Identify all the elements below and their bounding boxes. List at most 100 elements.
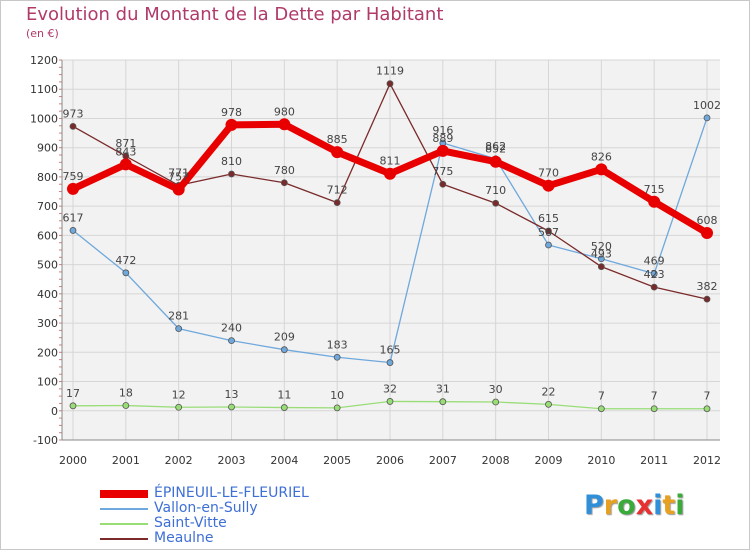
y-tick-label: 700 <box>37 200 58 213</box>
proxiti-logo[interactable]: Proxiti <box>584 490 685 521</box>
data-point <box>228 337 235 345</box>
data-point <box>703 405 711 413</box>
data-label: 916 <box>432 124 453 137</box>
data-label: 11 <box>277 389 291 402</box>
logo-letter: o <box>617 490 636 521</box>
data-label: 18 <box>119 387 133 400</box>
y-tick-label: 100 <box>37 376 58 389</box>
x-tick-label: 2010 <box>587 454 615 467</box>
data-label: 12 <box>172 388 186 401</box>
data-point <box>278 118 291 131</box>
data-point <box>595 163 608 176</box>
data-point <box>69 122 77 130</box>
data-label: 757 <box>168 170 189 183</box>
data-label: 973 <box>63 107 84 120</box>
legend-item-saint-vitte[interactable]: Saint-Vitte <box>100 515 360 532</box>
data-label: 7 <box>651 390 658 403</box>
y-tick-label: -100 <box>33 434 58 447</box>
data-label: 32 <box>383 382 397 395</box>
data-label: 493 <box>591 248 612 261</box>
legend-label-epineuil: ÉPINEUIL-LE-FLEURIEL <box>154 485 309 501</box>
legend: ÉPINEUIL-LE-FLEURIEL Vallon-en-Sully Sai… <box>100 485 360 547</box>
x-tick-label: 2006 <box>376 454 404 467</box>
data-label: 843 <box>115 145 136 158</box>
data-point <box>545 400 552 408</box>
data-point <box>703 295 711 303</box>
data-label: 165 <box>380 344 401 357</box>
y-tick-label: 500 <box>37 259 58 272</box>
data-label: 780 <box>274 164 295 177</box>
data-point <box>650 283 658 291</box>
logo-letter: i <box>675 490 685 521</box>
data-point <box>333 199 341 207</box>
data-label: 771 <box>168 166 189 179</box>
data-point <box>492 199 500 207</box>
chart-subtitle: (en €) <box>26 27 59 40</box>
data-label: 852 <box>485 143 506 156</box>
data-point <box>119 158 132 171</box>
data-point <box>701 227 713 240</box>
data-label: 10 <box>330 389 344 402</box>
data-label: 885 <box>327 133 348 146</box>
x-tick-label: 2008 <box>482 454 510 467</box>
x-tick-label: 2004 <box>270 454 298 467</box>
data-label: 240 <box>221 322 242 335</box>
data-label: 759 <box>63 170 84 183</box>
y-tick-label: 1200 <box>30 54 58 67</box>
data-label: 810 <box>221 155 242 168</box>
data-point <box>436 144 449 157</box>
data-label: 710 <box>485 184 506 197</box>
data-point <box>225 118 238 131</box>
data-label: 862 <box>485 140 506 153</box>
chart-title: Evolution du Montant de la Dette par Hab… <box>26 4 444 25</box>
data-label: 712 <box>327 184 348 197</box>
data-point <box>280 179 288 187</box>
data-label: 7 <box>704 390 711 403</box>
data-label: 770 <box>538 167 559 180</box>
data-point <box>67 182 79 195</box>
data-point <box>69 227 77 234</box>
legend-item-epineuil[interactable]: ÉPINEUIL-LE-FLEURIEL <box>100 485 360 502</box>
data-label: 30 <box>489 383 503 396</box>
data-point <box>386 359 394 366</box>
legend-label-meaulne: Meaulne <box>154 530 214 546</box>
data-point <box>175 403 183 411</box>
data-label: 7 <box>598 390 605 403</box>
data-point <box>69 402 77 410</box>
data-label: 472 <box>115 254 136 267</box>
legend-label-saint-vitte: Saint-Vitte <box>154 515 227 531</box>
data-label: 608 <box>697 214 718 227</box>
logo-letter: x <box>635 490 654 521</box>
x-tick-label: 2003 <box>218 454 246 467</box>
data-point <box>280 346 288 354</box>
data-point <box>545 241 552 249</box>
data-point <box>545 227 552 235</box>
legend-item-vallon[interactable]: Vallon-en-Sully <box>100 500 360 517</box>
data-label: 978 <box>221 106 242 119</box>
x-tick-label: 2009 <box>535 454 563 467</box>
data-label: 980 <box>274 105 295 118</box>
legend-item-meaulne[interactable]: Meaulne <box>100 530 360 547</box>
data-point <box>597 255 605 263</box>
data-label: 382 <box>697 280 718 293</box>
data-point <box>439 180 447 188</box>
data-point <box>122 402 130 409</box>
plot-area <box>62 60 720 440</box>
y-tick-label: 800 <box>37 171 58 184</box>
data-point <box>703 114 711 122</box>
data-label: 209 <box>274 331 295 344</box>
data-label: 826 <box>591 150 612 163</box>
y-tick-label: 200 <box>37 346 58 359</box>
logo-letter: r <box>603 490 618 521</box>
data-point <box>650 270 658 278</box>
x-tick-label: 2002 <box>165 454 193 467</box>
data-label: 423 <box>644 268 665 281</box>
legend-label-vallon: Vallon-en-Sully <box>154 500 258 516</box>
data-point <box>333 404 341 412</box>
data-label: 775 <box>432 165 453 178</box>
data-point <box>597 405 605 413</box>
data-point <box>228 170 235 178</box>
y-tick-label: 900 <box>37 142 58 155</box>
legend-swatch-epineuil <box>100 490 148 498</box>
